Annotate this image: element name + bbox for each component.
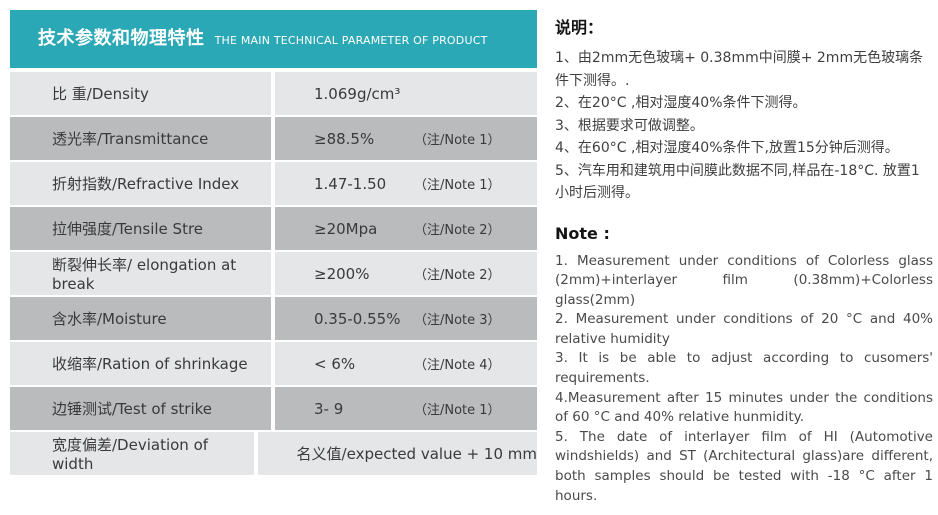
row-value-cell: ≥200% （注/Note 2） bbox=[275, 252, 537, 295]
notes-en-item: 3. It is be able to adjust according to … bbox=[555, 350, 933, 387]
row-note: （注/Note 1） bbox=[414, 133, 501, 148]
row-note: （注/Note 1） bbox=[414, 403, 501, 418]
row-label: 收缩率/Ration of shrinkage bbox=[10, 342, 271, 385]
table-row: 折射指数/Refractive Index 1.47-1.50 （注/Note … bbox=[10, 162, 537, 205]
notes-zh-item: 5、汽车用和建筑用中间膜此数据不同,样品在-18°C. 放置1小时后测得。 bbox=[555, 162, 920, 202]
table-row: 断裂伸长率/ elongation at break ≥200% （注/Note… bbox=[10, 252, 537, 295]
row-value: 1.069g/cm³ bbox=[314, 84, 401, 103]
row-value: 名义值/expected value + 10 mm bbox=[296, 445, 537, 463]
row-note: （注/Note 2） bbox=[414, 223, 501, 238]
table-row: 宽度偏差/Deviation of width 名义值/expected val… bbox=[10, 432, 537, 475]
row-value: ≥200% bbox=[314, 264, 370, 283]
notes-zh-section: 说明： 1、由2mm无色玻璃+ 0.38mm中间膜+ 2mm无色玻璃条件下测得。… bbox=[555, 14, 933, 205]
row-value-cell: 名义值/expected value + 10 mm bbox=[257, 432, 537, 475]
row-note: （注/Note 1） bbox=[414, 178, 501, 193]
row-value: 1.47-1.50 bbox=[314, 174, 387, 193]
notes-en-section: Note : 1. Measurement under conditions o… bbox=[555, 224, 933, 507]
table-body: 比 重/Density 1.069g/cm³ 透光率/Transmittance… bbox=[10, 72, 537, 475]
notes-zh-item: 1、由2mm无色玻璃+ 0.38mm中间膜+ 2mm无色玻璃条件下测得。. bbox=[555, 50, 924, 89]
notes-zh-item: 4、在60°C ,相对湿度40%条件下,放置15分钟后测得。 bbox=[555, 140, 899, 156]
row-value-cell: 3- 9 （注/Note 1） bbox=[275, 387, 537, 430]
row-value-cell: < 6% （注/Note 4） bbox=[275, 342, 537, 385]
row-label: 透光率/Transmittance bbox=[10, 117, 271, 160]
table-row: 比 重/Density 1.069g/cm³ bbox=[10, 72, 537, 115]
row-value-cell: ≥20Mpa （注/Note 2） bbox=[275, 207, 537, 250]
row-label: 断裂伸长率/ elongation at break bbox=[10, 252, 271, 295]
table-row: 含水率/Moisture 0.35-0.55% （注/Note 3） bbox=[10, 297, 537, 340]
row-label: 宽度偏差/Deviation of width bbox=[10, 432, 254, 475]
row-note: （注/Note 2） bbox=[414, 268, 501, 283]
table-row: 收缩率/Ration of shrinkage < 6% （注/Note 4） bbox=[10, 342, 537, 385]
spec-table: 技术参数和物理特性 THE MAIN TECHNICAL PARAMETER O… bbox=[10, 10, 537, 475]
notes-en-item: 2. Measurement under conditions of 20 °C… bbox=[555, 311, 933, 347]
notes-en-item: 4.Measurement after 15 minutes under the… bbox=[555, 389, 933, 426]
table-row: 透光率/Transmittance ≥88.5% （注/Note 1） bbox=[10, 117, 537, 160]
row-value-cell: 1.47-1.50 （注/Note 1） bbox=[275, 162, 537, 205]
table-row: 边锤测试/Test of strike 3- 9 （注/Note 1） bbox=[10, 387, 537, 430]
row-value-cell: ≥88.5% （注/Note 1） bbox=[275, 117, 537, 160]
table-header: 技术参数和物理特性 THE MAIN TECHNICAL PARAMETER O… bbox=[10, 10, 537, 68]
row-label: 折射指数/Refractive Index bbox=[10, 162, 271, 205]
table-title-zh: 技术参数和物理特性 bbox=[38, 28, 205, 49]
row-value: < 6% bbox=[314, 354, 356, 373]
notes-en-heading: Note : bbox=[555, 223, 610, 243]
notes-en-item: 5. The date of interlayer film of HI (Au… bbox=[555, 428, 933, 504]
row-value: 3- 9 bbox=[314, 399, 344, 418]
row-label: 边锤测试/Test of strike bbox=[10, 387, 271, 430]
notes-zh-item: 3、根据要求可做调整。 bbox=[555, 117, 704, 134]
notes-en-item: 1. Measurement under conditions of Color… bbox=[555, 252, 933, 308]
table-title-en: THE MAIN TECHNICAL PARAMETER OF PRODUCT bbox=[214, 34, 488, 47]
row-note: （注/Note 3） bbox=[414, 313, 501, 328]
row-label: 比 重/Density bbox=[10, 72, 271, 115]
notes-panel: 说明： 1、由2mm无色玻璃+ 0.38mm中间膜+ 2mm无色玻璃条件下测得。… bbox=[555, 14, 933, 506]
row-value: ≥20Mpa bbox=[314, 219, 378, 238]
notes-zh-item: 2、在20°C ,相对湿度40%条件下测得。 bbox=[555, 95, 807, 111]
table-row: 拉伸强度/Tensile Stre ≥20Mpa （注/Note 2） bbox=[10, 207, 537, 250]
row-label: 拉伸强度/Tensile Stre bbox=[10, 207, 271, 250]
row-value-cell: 1.069g/cm³ bbox=[275, 72, 537, 115]
row-note: （注/Note 4） bbox=[414, 358, 501, 373]
row-value: 0.35-0.55% bbox=[314, 309, 401, 328]
notes-zh-heading: 说明： bbox=[555, 18, 604, 37]
row-value: ≥88.5% bbox=[314, 129, 375, 148]
row-label: 含水率/Moisture bbox=[10, 297, 271, 340]
row-value-cell: 0.35-0.55% （注/Note 3） bbox=[275, 297, 537, 340]
